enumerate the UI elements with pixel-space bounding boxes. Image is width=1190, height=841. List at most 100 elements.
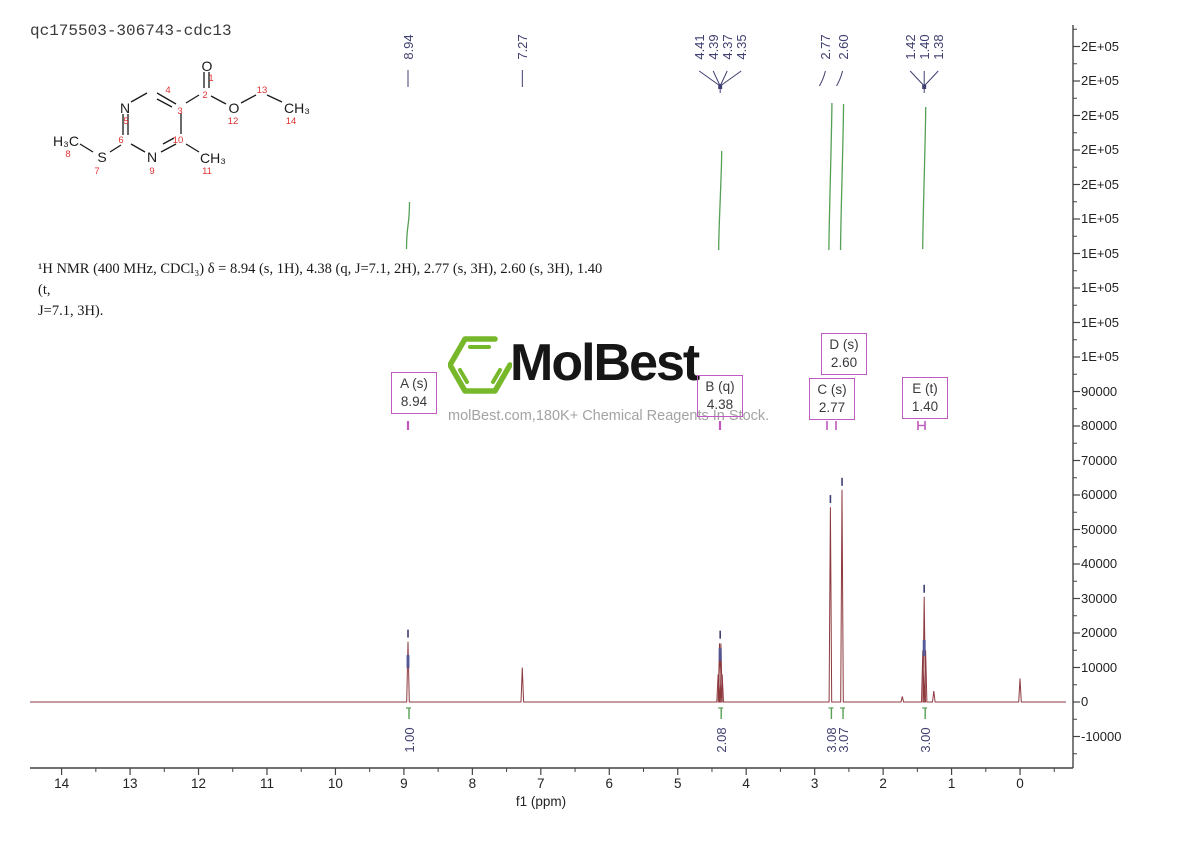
x-axis-label: 4 (742, 776, 750, 791)
y-axis-label: 2E+05 (1081, 73, 1119, 88)
molbest-tagline: molBest.com,180K+ Chemical Reagents In S… (448, 408, 770, 424)
x-axis-label: 1 (947, 776, 956, 791)
nmr-assignment-line1: ¹H NMR (400 MHz, CDCl₃) δ = 8.94 (s, 1H)… (38, 261, 603, 299)
assignment-id: D (s) (829, 337, 859, 352)
atom-label: CH₃ (284, 100, 310, 116)
bond (240, 94, 257, 104)
integral-curve (828, 102, 833, 251)
atom-number: 10 (173, 135, 184, 146)
atom-number: 6 (118, 135, 123, 146)
integral-curve (922, 106, 927, 250)
bond (156, 98, 173, 108)
peak-label-connector (818, 70, 826, 87)
y-axis-label: 2E+05 (1081, 107, 1119, 123)
atom-number: 13 (257, 85, 268, 96)
nmr-assignment-line2: J=7.1, 3H). (38, 303, 104, 320)
bond (185, 94, 200, 104)
peak-ppm-label: 4.41 (692, 34, 708, 60)
atom-number: 1 (208, 73, 213, 84)
atom-label: N (147, 149, 157, 165)
y-axis-label: 60000 (1081, 487, 1118, 502)
y-axis-label: -10000 (1081, 728, 1122, 744)
peak-label-connector (836, 70, 844, 87)
y-axis-label: 1E+05 (1081, 314, 1119, 330)
y-axis-label: 30000 (1081, 590, 1118, 606)
x-axis-label: 6 (605, 776, 614, 791)
y-axis-label: 70000 (1081, 452, 1118, 468)
x-axis-label: 11 (259, 776, 274, 791)
bond (130, 143, 146, 153)
peak-label-connector (909, 70, 925, 87)
atom-number: 2 (202, 90, 207, 101)
peak-ppm-label: 2.60 (835, 34, 851, 60)
y-axis-label: 2E+05 (1081, 142, 1119, 157)
assignment-shift: 4.38 (706, 396, 734, 412)
integral-value-label: 3.00 (918, 727, 934, 753)
assignment-id: A (s) (400, 376, 428, 391)
integral-value-label: 1.00 (402, 727, 417, 753)
x-axis-label: 12 (191, 776, 207, 791)
y-axis-label: 2E+05 (1081, 176, 1119, 192)
atom-label: N (120, 100, 130, 116)
peak-assignment-box: A (s) 8.94 (391, 372, 437, 414)
bond (210, 95, 227, 105)
molbest-watermark: MolBest molBest.com,180K+ Chemical Reage… (447, 331, 868, 424)
atom-number: 14 (286, 116, 297, 127)
peak-ppm-label: 1.38 (931, 34, 947, 60)
peak-ppm-label: 4.35 (734, 34, 750, 60)
y-axis-label: 90000 (1081, 383, 1118, 399)
x-axis-label: 14 (54, 776, 70, 791)
peak-label-connector (698, 70, 721, 87)
peak-assignment-box: C (s) 2.77 (809, 378, 855, 420)
x-axis-label: 7 (537, 776, 545, 791)
integral-curve (405, 201, 411, 250)
atom-label: CH₃ (200, 150, 226, 166)
integral-value-label: 2.08 (714, 727, 730, 753)
assignment-shift: 2.60 (830, 354, 858, 370)
bond (160, 143, 177, 153)
atom-label: S (97, 149, 106, 165)
bond (79, 143, 94, 153)
molbest-logo-text: MolBest (510, 334, 700, 392)
y-axis-label: 10000 (1081, 659, 1118, 675)
x-axis-label: 9 (400, 776, 408, 791)
y-axis-label: 80000 (1081, 418, 1118, 433)
y-axis-label: 1E+05 (1081, 245, 1119, 261)
y-axis-label: 20000 (1081, 625, 1118, 640)
assignment-id: C (s) (817, 382, 847, 397)
page-title: qc175503-306743-cdc13 (30, 22, 232, 40)
x-axis-label: 3 (810, 776, 819, 791)
x-axis-label: 0 (1016, 776, 1024, 791)
y-axis-label: 2E+05 (1081, 38, 1119, 54)
y-axis-label: 50000 (1081, 521, 1118, 537)
peak-ppm-label: 1.40 (917, 34, 933, 60)
peak-assignment-box: D (s) 2.60 (821, 333, 867, 375)
assignment-shift: 2.77 (818, 399, 846, 415)
peak-ppm-label: 4.39 (706, 34, 722, 60)
molbest-hexagon-icon (447, 336, 513, 394)
bond (130, 92, 148, 103)
peak-ppm-label: 7.27 (515, 34, 531, 60)
spectrum-line (30, 489, 1066, 703)
nmr-assignment-text: ¹H NMR (400 MHz, CDCl₃) δ = 8.94 (s, 1H)… (38, 259, 618, 322)
x-axis-label: 8 (468, 776, 477, 791)
y-axis-label: 0 (1081, 694, 1089, 709)
atom-label: O (202, 58, 213, 74)
atom-number: 4 (165, 85, 170, 96)
atom-label: H₃C (53, 133, 79, 149)
x-axis-label: 2 (879, 776, 887, 791)
peak-assignment-box: B (q) 4.38 (697, 375, 743, 417)
atom-number: 11 (202, 166, 212, 177)
atom-number: 3 (177, 106, 182, 117)
peak-ppm-label: 2.77 (818, 34, 834, 60)
y-axis-label: 40000 (1081, 556, 1118, 571)
bond (156, 92, 177, 105)
peak-ppm-label: 8.94 (401, 34, 416, 60)
atom-label: O (229, 100, 240, 116)
peak-label-node (718, 85, 723, 89)
y-axis-label: 1E+05 (1081, 349, 1119, 364)
peak-ppm-label: 4.37 (720, 34, 736, 60)
peak-label-connector (712, 70, 721, 87)
